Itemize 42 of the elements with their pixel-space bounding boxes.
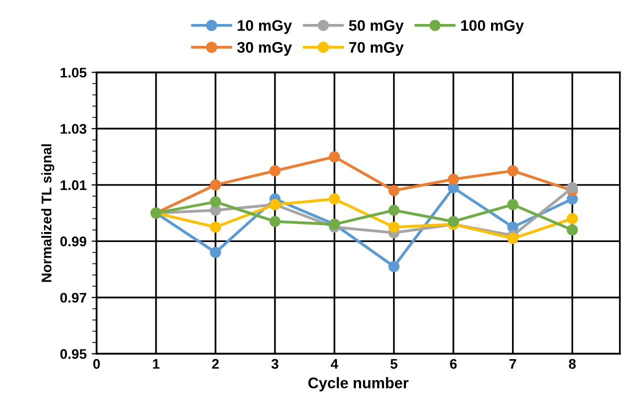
x-tick-label: 5 [390,359,398,369]
legend-label: 50 mGy [349,20,404,34]
legend-label: 10 mGy [238,20,292,34]
point [388,184,400,196]
y-axis-title: Normalized TL signal [41,144,54,282]
y-tick-label: 0.97 [60,292,86,303]
x-tick-label: 2 [212,358,219,369]
legend-label: 70 mGy [349,42,404,56]
point [388,222,400,233]
point [269,216,281,228]
point [210,179,222,190]
point [210,246,222,258]
y-tick-label: 0.99 [60,236,86,246]
point [566,224,578,236]
point [388,204,400,216]
x-tick-label: 7 [510,359,516,369]
point [507,165,518,176]
y-tick-label: 0.95 [60,349,86,359]
point [210,222,222,233]
legend-label: 100 mGy [461,20,524,34]
point [566,182,578,194]
y-tick-label: 1.05 [60,68,86,78]
x-axis-title: Cycle number [308,377,409,392]
x-tick-label: 3 [271,358,278,369]
point [448,174,459,185]
x-tick-label: 0 [93,358,100,369]
x-tick-label: 1 [153,359,160,369]
y-tick-label: 1.01 [60,180,86,190]
point [328,193,340,205]
point [507,199,518,210]
x-tick-label: 6 [450,358,457,369]
point [210,196,222,208]
point [388,260,400,272]
legend-label: 30 mGy [237,42,292,56]
point [448,216,459,228]
point [328,151,340,162]
x-tick-label: 4 [330,359,338,369]
point [566,213,578,224]
point [269,165,281,176]
point [507,232,518,244]
y-tick-label: 1.03 [60,124,86,134]
x-tick-label: 8 [568,358,576,369]
